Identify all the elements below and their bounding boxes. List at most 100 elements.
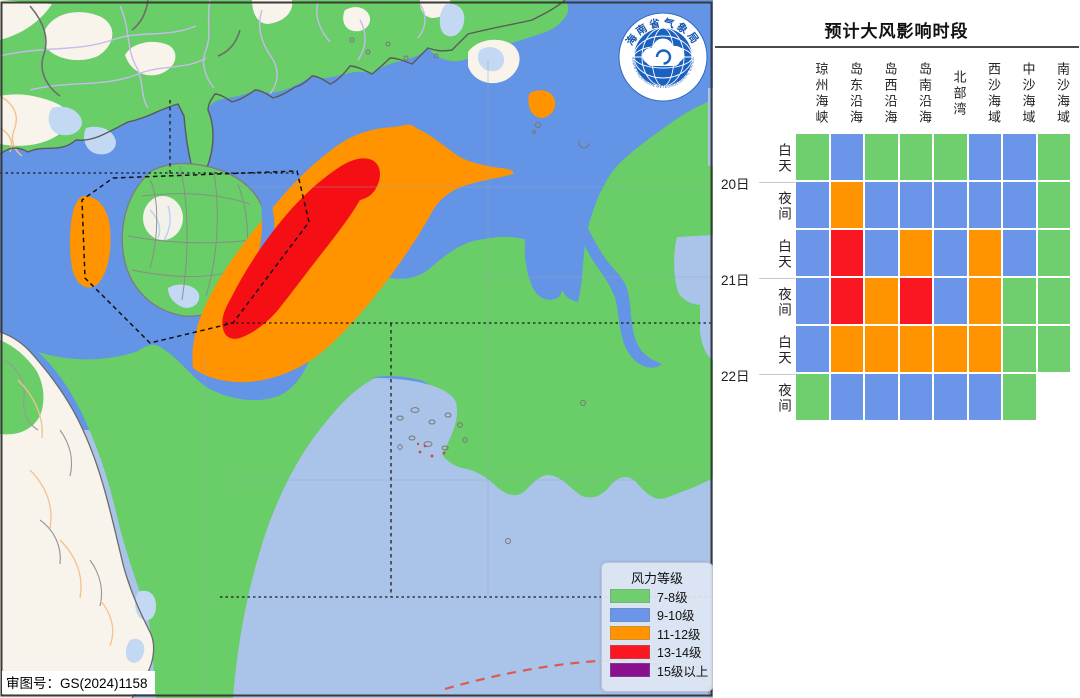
date-label: 20日: [721, 177, 750, 192]
column-header: 西沙海域: [986, 62, 1001, 126]
hainan-rivers: [149, 205, 171, 241]
date-label: 21日: [721, 273, 750, 288]
grid-cell: [865, 326, 898, 372]
column-header: 中沙海域: [1020, 62, 1036, 126]
grid-cell: [1037, 230, 1070, 276]
grid-cell: [934, 230, 967, 276]
grid-cell: [1003, 230, 1036, 276]
grid-cell: [1037, 374, 1070, 420]
legend-label: 7-8级: [657, 590, 688, 605]
grid-cell: [830, 278, 863, 324]
period-label: 夜间: [776, 190, 791, 222]
period-label: 白天: [776, 238, 791, 270]
legend-swatch: [610, 626, 650, 641]
grid-cell: [830, 326, 863, 372]
grid-cell: [1003, 182, 1036, 228]
wind-zone-7-8-south: [38, 100, 713, 698]
legend-swatch: [610, 607, 650, 622]
grid-cell: [899, 230, 932, 276]
grid-cell: [830, 374, 863, 420]
hainan-east-strait: [247, 188, 275, 288]
wind-forecast-map: 海南省气象局 HAINAN PROVINCIAL METEOROLOGICAL …: [0, 0, 713, 698]
title-rule: [715, 46, 1079, 48]
grid-cell: [934, 326, 967, 372]
legend-label: 15级以上: [657, 664, 709, 679]
island-outlines: [349, 37, 590, 544]
grid-cell: [796, 278, 829, 324]
map-canvas: 海南省气象局 HAINAN PROVINCIAL METEOROLOGICAL …: [0, 0, 713, 698]
grid-cell: [1003, 134, 1036, 180]
grid-cell: [796, 374, 829, 420]
date-separator: [759, 182, 795, 183]
grid-cell: [968, 278, 1001, 324]
grid-cell: [1003, 278, 1036, 324]
date-separator: [759, 278, 795, 279]
wind-zone-11-12-west: [69, 196, 111, 288]
legend-label: 9-10级: [657, 609, 695, 624]
grid-cell: [1003, 374, 1036, 420]
grid-cell: [830, 230, 863, 276]
forecast-zone-polygon: [81, 170, 310, 344]
grid-cell: [865, 134, 898, 180]
blue-channel: [580, 218, 662, 368]
period-label: 夜间: [776, 382, 791, 414]
coastal-water-patches: [48, 3, 505, 155]
column-header: 琼州海峡: [813, 62, 829, 126]
legend-item: 11-12级: [610, 624, 712, 643]
map-approval-number: 审图号：GS(2024)1158: [2, 671, 155, 694]
legend-label: 13-14级: [657, 646, 702, 661]
column-header: 岛西沿海: [882, 62, 898, 126]
map-border: [0, 1, 713, 697]
grid-cell: [796, 182, 829, 228]
vietnam-coastline: [0, 331, 155, 698]
grid-cell: [865, 182, 898, 228]
hainan-south-bay: [168, 284, 200, 308]
grid-cell: [796, 326, 829, 372]
graticule-faint: [150, 60, 713, 698]
legend-label: 11-12级: [657, 627, 701, 642]
grid-cell: [899, 278, 932, 324]
grid-cell: [899, 326, 932, 372]
impact-schedule-panel: 预计大风影响时段 琼州海峡 岛东沿海 岛西沿海 岛南沿海 北部湾 西沙海域 中沙海域 南沙海域…: [713, 0, 1080, 698]
wind-zone-13-14-band: [222, 158, 380, 339]
panel-title: 预计大风影响时段: [824, 22, 969, 41]
column-header: 岛南沿海: [917, 62, 932, 126]
period-label: 白天: [776, 334, 791, 366]
grid-cell: [830, 182, 863, 228]
grid-cell: [865, 374, 898, 420]
legend-item: 13-14级: [610, 643, 712, 662]
islet-dots-red: [416, 442, 446, 458]
logo-cloud-icon: [642, 38, 684, 66]
calm-sea-region: [233, 378, 458, 698]
grid-cell: [1037, 278, 1070, 324]
legend-item: 9-10级: [610, 606, 712, 625]
grid-cell: [1003, 326, 1036, 372]
grid-cell: [968, 326, 1001, 372]
column-header: 岛东沿海: [848, 62, 863, 126]
vietnam-land: [0, 332, 154, 698]
period-label: 夜间: [776, 286, 791, 318]
grid-cell: [830, 134, 863, 180]
grid-cell: [1037, 182, 1070, 228]
grid-cell: [865, 278, 898, 324]
grid-cell: [934, 374, 967, 420]
date-label: 22日: [721, 369, 750, 384]
grid-cell: [796, 230, 829, 276]
grid-cell: [1037, 134, 1070, 180]
grid-cell: [865, 230, 898, 276]
legend-swatch: [610, 589, 650, 604]
column-header: 北部湾: [951, 70, 967, 118]
hainan-center-patch: [143, 196, 183, 240]
vietnam-boundaries: [3, 359, 103, 607]
grid-cell: [899, 134, 932, 180]
wind-level-legend: 风力等级 7-8级 9-10级 11-12级 13-14级 15级以上: [601, 562, 713, 692]
mainland-coastline: [0, 0, 566, 182]
wind-zone-11-12-dongsha: [528, 90, 556, 118]
grid-cell: [968, 134, 1001, 180]
grid-cell: [899, 182, 932, 228]
column-header: 南沙海域: [1055, 62, 1070, 126]
legend-swatch: [610, 644, 650, 659]
calm-sea-edge-2: [700, 281, 713, 360]
grid-cell: [934, 134, 967, 180]
